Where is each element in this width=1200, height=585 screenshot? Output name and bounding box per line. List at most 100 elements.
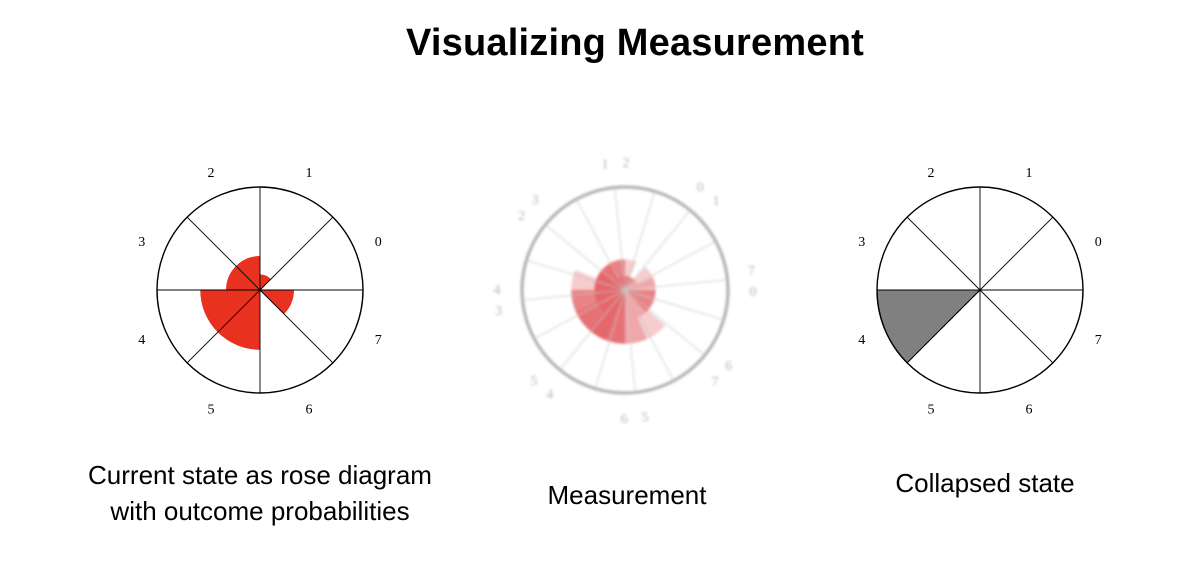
sector-label-4: 4 <box>858 333 865 348</box>
slide-title: Visualizing Measurement <box>406 22 864 64</box>
sector-label-2: 2 <box>208 166 215 181</box>
petal-sector-4 <box>200 290 260 333</box>
ghost-petal <box>594 279 625 303</box>
sector-divider <box>614 187 626 291</box>
sector-label-5: 5 <box>208 402 215 417</box>
sector-label-4: 4 <box>138 333 145 348</box>
sector-label-5: 5 <box>642 410 649 425</box>
ghost-petal <box>596 261 625 290</box>
ghost-petal <box>625 290 654 319</box>
sector-divider <box>526 259 626 291</box>
sector-divider <box>186 216 261 291</box>
sector-label-6: 6 <box>305 402 312 417</box>
collapsed-sector-labels: 0 1 2 3 4 5 6 7 <box>858 166 1102 418</box>
sector-divider <box>575 199 626 291</box>
ghost-petal <box>603 259 625 290</box>
sector-label-7: 7 <box>748 264 755 279</box>
ghost-petal <box>575 290 625 341</box>
sector-label-4: 4 <box>494 283 501 298</box>
petal-sector-7 <box>260 290 294 315</box>
ghost-petal <box>586 290 625 344</box>
caption-current-state: Current state as rose diagram with outco… <box>40 457 480 529</box>
ghost-petal <box>614 276 625 290</box>
sector-divider <box>559 289 626 371</box>
sector-label-6: 6 <box>1025 402 1032 417</box>
sector-label-1: 1 <box>1025 166 1032 181</box>
caption-line-1: Current state as rose diagram <box>88 460 432 490</box>
sector-divider <box>259 289 334 364</box>
sector-labels: 0 1 2 3 4 5 6 7 <box>138 166 382 418</box>
sector-divider <box>522 289 626 301</box>
ghost-petal <box>612 259 637 290</box>
sector-divider <box>186 289 261 364</box>
sector-label-5: 5 <box>928 402 935 417</box>
sector-divider <box>534 289 626 340</box>
rose-diagram-collapsed-state: 0 1 2 3 4 5 6 7 <box>858 150 1102 430</box>
sector-label-0: 0 <box>1095 235 1102 250</box>
sector-divider <box>594 289 626 389</box>
sector-label-2: 2 <box>518 209 525 224</box>
sector-label-1: 1 <box>713 194 720 209</box>
sector-label-7: 7 <box>375 333 382 348</box>
sector-divider <box>544 224 626 291</box>
sector-label-5: 5 <box>530 374 537 389</box>
sector-label-3: 3 <box>138 235 145 250</box>
caption-collapsed-state: Collapsed state <box>895 468 1075 498</box>
sector-divider <box>624 289 675 381</box>
sector-divider <box>979 289 1054 364</box>
collapsed-sector-4 <box>876 289 982 364</box>
ghost-petal <box>571 290 625 329</box>
sector-divider <box>906 216 981 291</box>
sector-label-0: 0 <box>375 235 382 250</box>
ghost-probability-petals <box>571 259 666 344</box>
sector-divider <box>624 209 691 291</box>
ghost-sector-dividers <box>522 187 728 393</box>
sector-label-4: 4 <box>546 388 553 403</box>
sector-divider <box>979 216 1054 291</box>
sector-divider <box>624 289 636 393</box>
ghost-petal <box>594 268 625 290</box>
ghost-petal <box>594 290 625 313</box>
sector-divider <box>624 191 656 291</box>
sector-divider <box>624 279 728 291</box>
ghost-petal <box>625 267 656 290</box>
ghost-petal <box>575 290 625 340</box>
sector-divider <box>624 289 724 321</box>
ghost-petal <box>605 290 647 344</box>
sector-divider <box>259 216 334 291</box>
ghost-petal <box>594 269 625 292</box>
probability-petals <box>200 256 294 350</box>
sector-label-2: 2 <box>928 166 935 181</box>
sector-label-2: 2 <box>622 156 629 171</box>
sector-label-1: 1 <box>305 166 312 181</box>
sector-label-1: 1 <box>601 158 608 173</box>
ghost-outline-circle <box>520 185 730 395</box>
sector-label-3: 3 <box>495 304 502 319</box>
petal-sector-1 <box>260 274 271 290</box>
ghost-petal <box>571 270 625 312</box>
sector-label-7: 7 <box>1095 333 1102 348</box>
petal-sector-3 <box>226 265 260 290</box>
ghost-petal <box>625 277 656 301</box>
rose-diagram-current-state: 0 1 2 3 4 5 6 7 <box>138 150 382 430</box>
caption-measurement: Measurement <box>547 480 707 510</box>
collapsed-sector-dividers <box>877 187 1083 393</box>
sector-label-0: 0 <box>750 285 757 300</box>
ghost-petal <box>625 290 656 312</box>
sector-dividers <box>157 187 363 393</box>
sector-divider <box>624 289 706 356</box>
caption-line-2: with outcome probabilities <box>110 496 410 526</box>
sector-label-7: 7 <box>711 375 718 390</box>
petal-sector-5 <box>217 290 260 350</box>
petal-sector-2 <box>235 256 260 290</box>
sector-divider <box>624 240 716 291</box>
sector-label-3: 3 <box>858 235 865 250</box>
ghost-petal <box>589 290 629 344</box>
sector-label-0: 0 <box>697 180 704 195</box>
ghost-petal <box>596 262 625 290</box>
sector-label-3: 3 <box>532 193 539 208</box>
sector-label-6: 6 <box>725 359 732 374</box>
sector-divider <box>906 289 981 364</box>
